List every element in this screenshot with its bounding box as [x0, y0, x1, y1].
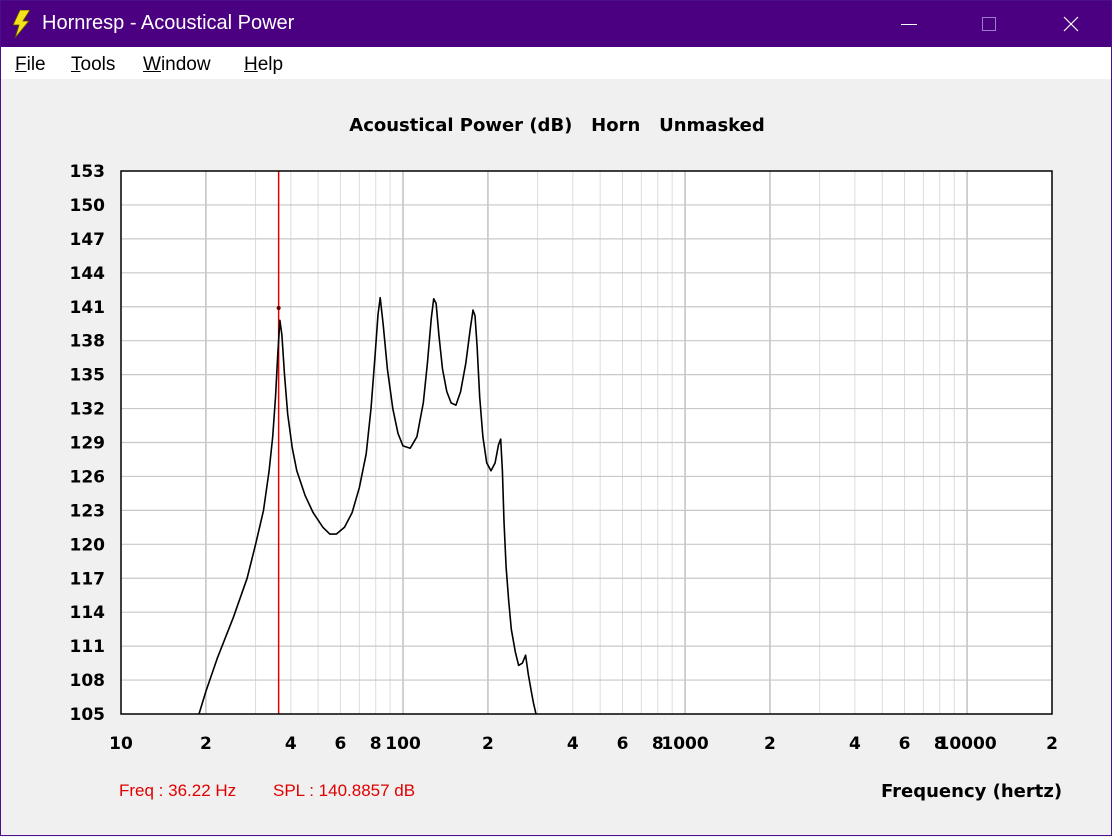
y-tick-label: 120	[70, 535, 106, 555]
x-tick-label: 4	[285, 734, 297, 754]
cursor-point	[276, 306, 281, 311]
x-tick-label: 2	[200, 734, 212, 754]
power-trace-group	[198, 296, 537, 715]
title-bar[interactable]: Hornresp - Acoustical Power	[1, 1, 1111, 47]
x-tick-label: 6	[335, 734, 347, 754]
status-spl: SPL : 140.8857 dB	[273, 781, 416, 800]
x-tick-label: 6	[617, 734, 629, 754]
minimize-icon	[901, 24, 917, 25]
maximize-icon	[982, 17, 996, 31]
y-tick-label: 135	[70, 366, 106, 386]
menu-tools-label: ools	[80, 54, 116, 75]
menu-file-accel: F	[15, 54, 27, 75]
frequency-cursor-group	[276, 171, 281, 714]
y-tick-label: 114	[70, 603, 106, 623]
plot-frame	[120, 170, 1053, 715]
y-tick-label: 105	[70, 705, 106, 725]
menu-help-label: elp	[257, 54, 284, 75]
menu-file[interactable]: File	[15, 54, 46, 76]
acoustical-power-trace	[198, 296, 537, 715]
menu-bar: File Tools Window Help	[1, 47, 1111, 79]
close-icon	[1063, 16, 1079, 32]
menu-help[interactable]: Help	[244, 54, 283, 76]
menu-window-accel: W	[143, 54, 161, 75]
minimize-button[interactable]	[869, 1, 949, 47]
y-tick-label: 129	[70, 434, 106, 454]
x-tick-label: 6	[899, 734, 911, 754]
grid-lines	[121, 171, 1052, 714]
y-tick-label: 147	[70, 230, 106, 250]
y-tick-label: 126	[70, 467, 106, 487]
menu-tools-accel: T	[71, 54, 81, 75]
status-frequency: Freq : 36.22 Hz	[119, 781, 237, 800]
x-tick-label: 1000	[661, 734, 708, 754]
menu-file-label: ile	[26, 54, 46, 75]
menu-help-accel: H	[244, 54, 258, 75]
x-tick-label: 2	[764, 734, 776, 754]
lightning-bolt-icon	[12, 10, 31, 38]
y-tick-label: 123	[70, 501, 106, 521]
x-tick-label: 4	[567, 734, 579, 754]
close-button[interactable]	[1031, 1, 1111, 47]
y-tick-label: 144	[70, 264, 106, 284]
y-tick-label: 117	[70, 569, 106, 589]
y-tick-label: 150	[70, 196, 106, 216]
y-tick-label: 111	[70, 637, 106, 657]
chart-title: Acoustical Power (dB) Horn Unmasked	[349, 115, 765, 136]
y-tick-label: 153	[70, 162, 106, 182]
x-tick-label: 100	[385, 734, 421, 754]
y-tick-label: 141	[70, 298, 106, 318]
x-tick-label: 2	[1046, 734, 1058, 754]
x-tick-label: 8	[652, 734, 664, 754]
x-tick-label: 8	[934, 734, 946, 754]
x-tick-label: 8	[370, 734, 382, 754]
y-tick-label: 108	[70, 671, 106, 691]
y-tick-label: 132	[70, 400, 106, 420]
x-tick-label: 10000	[938, 734, 997, 754]
window-title: Hornresp - Acoustical Power	[42, 12, 295, 34]
maximize-button[interactable]	[949, 1, 1029, 47]
y-tick-label: 138	[70, 332, 106, 352]
x-axis-label: Frequency (hertz)	[881, 781, 1063, 802]
y-tick-labels: 153 150 147 144 141 138 135 132 129 126 123 120 117 1…	[70, 162, 106, 725]
menu-window[interactable]: Window	[143, 54, 211, 76]
x-tick-label: 4	[849, 734, 861, 754]
menu-window-label: indow	[160, 54, 211, 75]
x-tick-label: 2	[482, 734, 494, 754]
menu-tools[interactable]: Tools	[71, 54, 115, 76]
x-tick-label: 10	[109, 734, 133, 754]
